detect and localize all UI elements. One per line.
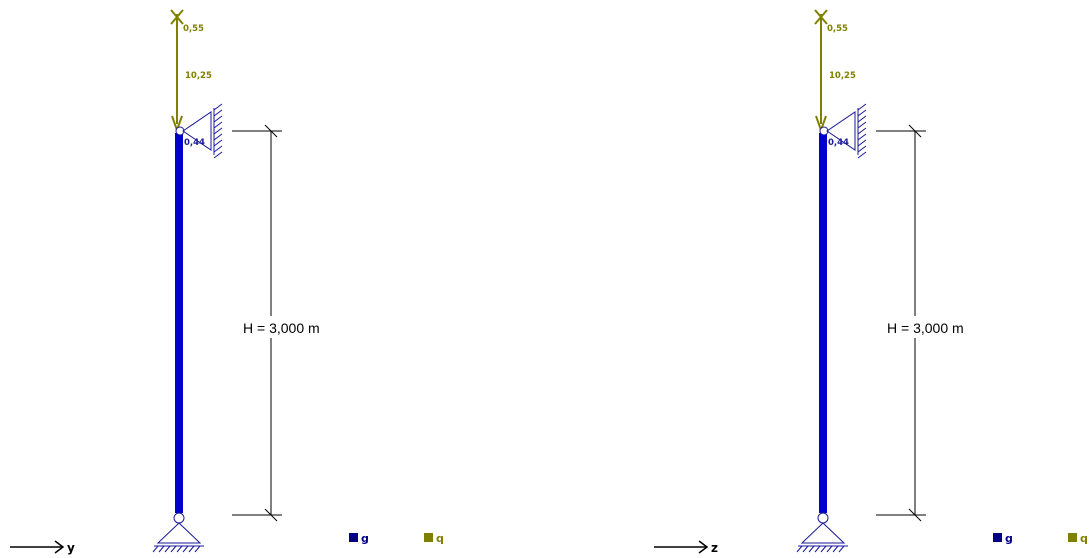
ground-hatch xyxy=(152,545,201,553)
legend-swatch-g xyxy=(993,533,1002,542)
dimension-tick-top xyxy=(264,124,278,138)
top-overlap-label: 0,55 xyxy=(827,24,848,34)
top-hinge xyxy=(819,126,829,136)
height-dimension-label: H = 3,000 m xyxy=(243,320,320,336)
top-lateral-support xyxy=(182,111,212,151)
dimension-label-bg xyxy=(240,316,358,338)
legend-swatch-g xyxy=(349,533,358,542)
dimension-tick-top xyxy=(908,124,922,138)
legend-label-q: q xyxy=(1080,532,1088,545)
height-dimension-label: H = 3,000 m xyxy=(887,320,964,336)
bottom-hinge xyxy=(817,512,829,524)
node-label: 0,44 xyxy=(184,138,205,148)
dimension-label-bg xyxy=(884,316,1002,338)
legend-label-g: g xyxy=(1005,532,1013,545)
load-value-label: 10,25 xyxy=(829,71,856,81)
node-label: 0,44 xyxy=(828,138,849,148)
load-cross-mark-2 xyxy=(814,9,828,25)
column-member xyxy=(175,133,183,513)
legend-swatch-q xyxy=(1068,533,1077,542)
top-hinge xyxy=(175,126,185,136)
axis-arrow-head xyxy=(698,540,709,554)
column-diagram-y: 0,55 10,25 0,44 xyxy=(10,9,444,555)
bottom-pin-support xyxy=(156,522,202,544)
ground-hatch xyxy=(796,545,845,553)
column-panel-z: 0,55 10,25 0,44 xyxy=(644,0,1091,558)
legend-label-g: g xyxy=(361,532,369,545)
dimension-tick-bottom xyxy=(264,508,278,522)
bottom-pin-support xyxy=(800,522,846,544)
axis-arrow-head xyxy=(54,540,65,554)
load-value-label: 10,25 xyxy=(185,71,212,81)
support-wall-hatch xyxy=(857,103,867,159)
column-diagram-z: 0,55 10,25 0,44 xyxy=(654,9,1088,555)
legend-label-q: q xyxy=(436,532,444,545)
axis-label: y xyxy=(67,541,75,555)
column-panel-y: 0,55 10,25 0,44 xyxy=(0,0,545,558)
top-lateral-support xyxy=(826,111,856,151)
top-overlap-label: 0,55 xyxy=(183,24,204,34)
dimension-tick-bottom xyxy=(908,508,922,522)
load-cross-mark-2 xyxy=(170,9,184,25)
column-member xyxy=(819,133,827,513)
bottom-hinge xyxy=(173,512,185,524)
legend-swatch-q xyxy=(424,533,433,542)
axis-label: z xyxy=(711,541,718,555)
support-wall-hatch xyxy=(213,103,223,159)
